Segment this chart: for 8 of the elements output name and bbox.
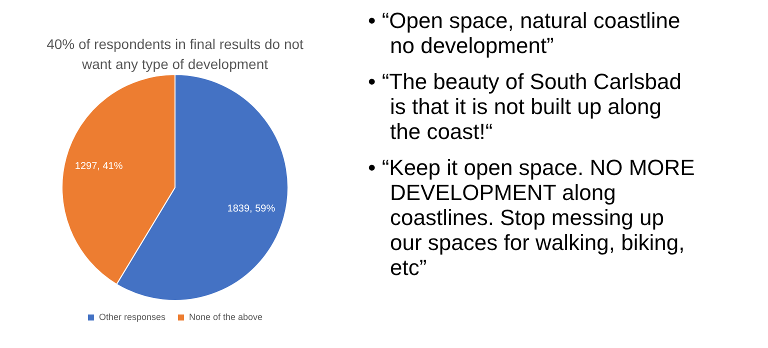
legend-label: None of the above xyxy=(188,312,263,322)
text: • “The beauty of South Carlsbad is that it is not built up along the coast!“ xyxy=(368,69,682,144)
chart-title: 40% of respondents in final results do not want any type of development xyxy=(46,35,304,74)
legend-label: Other responses xyxy=(98,312,166,322)
text: • “Keep it open space. NO MORE DEVELOPMENT along coastlines. Stop messing up our spaces for walking, biking, etc” xyxy=(368,155,696,280)
data-label: 1297, 41% xyxy=(74,161,123,172)
data-label: 1839, 59% xyxy=(227,203,276,214)
text: • “Open space, natural coastline no development” xyxy=(368,8,682,58)
